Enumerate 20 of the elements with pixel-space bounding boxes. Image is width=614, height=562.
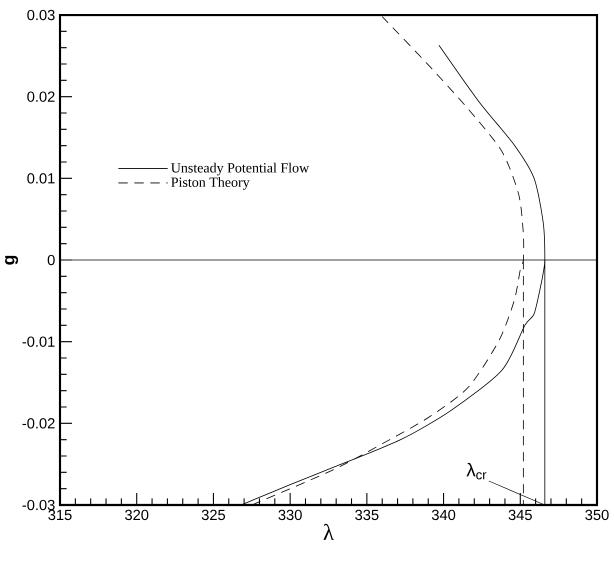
y-tick-label: 0.02 (27, 92, 55, 102)
x-tick-label: 340 (432, 510, 456, 520)
legend-label: Unsteady Potential Flow (171, 162, 310, 176)
x-axis-title: λ (324, 524, 334, 540)
y-tick-label: 0 (48, 254, 55, 266)
legend-label: Piston Theory (171, 177, 250, 190)
y-tick-label: 0.01 (27, 173, 55, 184)
y-tick-label: -0.02 (22, 418, 55, 429)
y-axis-title: g (5, 256, 18, 265)
x-tick-label: 350 (585, 510, 609, 520)
x-tick-label: 335 (355, 510, 378, 520)
y-tick-label: -0.03 (22, 500, 55, 510)
annotation: λ$_{cr}$ (466, 462, 486, 480)
x-tick-label: 315 (48, 510, 72, 520)
x-tick-label: 325 (202, 510, 226, 520)
y-tick-label: -0.01 (22, 336, 55, 347)
x-tick-label: 345 (508, 510, 532, 520)
x-tick-label: 330 (278, 510, 302, 520)
x-tick-label: 320 (125, 510, 148, 520)
y-tick-label: 0.03 (27, 10, 55, 20)
